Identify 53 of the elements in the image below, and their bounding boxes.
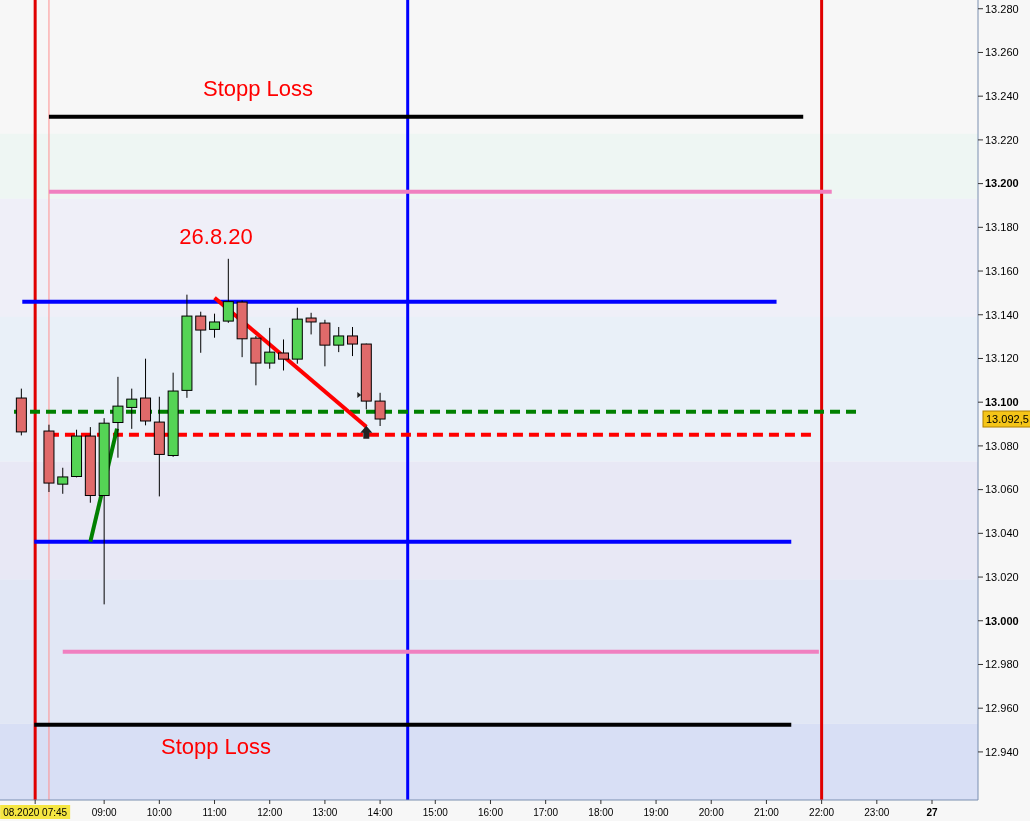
candlestick [126, 388, 138, 430]
y-tick-label: 13.040 [985, 527, 1019, 540]
x-tick-label: 20:00 [698, 807, 725, 818]
y-tick-label: 13.200 [985, 177, 1019, 190]
candlestick [333, 326, 345, 353]
x-tick-label: 27 [926, 807, 939, 818]
x-tick-label: 16:00 [477, 807, 504, 818]
x-tick-label: 11:00 [202, 807, 228, 818]
y-tick-label: 13.120 [985, 352, 1019, 365]
y-tick-label: 13.060 [985, 483, 1019, 496]
y-tick-label: 13.020 [985, 570, 1019, 583]
x-tick-label: 09:00 [91, 807, 118, 818]
candlestick [264, 327, 276, 370]
annotation: 26.8.20 [179, 223, 253, 249]
y-tick-label: 12.940 [985, 745, 1019, 758]
candlestick [195, 311, 207, 354]
y-tick-label: 13.220 [985, 133, 1019, 146]
x-tick-label: 19:00 [643, 807, 669, 818]
y-tick-label: 13.100 [985, 396, 1019, 409]
candlestick [278, 338, 290, 371]
candlestick [305, 312, 317, 335]
x-tick-label: 08.2020 07:45 [3, 807, 68, 818]
y-tick-label: 13.140 [985, 308, 1019, 321]
x-tick-label: 22:00 [809, 807, 835, 818]
y-tick-label: 13.260 [985, 46, 1019, 59]
candlestick [222, 258, 234, 324]
y-tick-label: 13.000 [985, 614, 1019, 627]
candlestick [374, 392, 386, 427]
y-tick-label: 13.160 [985, 264, 1019, 277]
x-tick-label: 23:00 [864, 807, 890, 818]
candlestick [209, 313, 221, 339]
y-tick-label: 12.960 [985, 702, 1019, 715]
y-tick-label: 13.240 [985, 90, 1019, 103]
text: 13.092,5 [986, 412, 1029, 425]
annotation: Stopp Loss [160, 733, 272, 759]
y-tick-label: 13.080 [985, 439, 1019, 452]
x-tick-label: 18:00 [588, 807, 614, 818]
candlestick [112, 376, 124, 459]
x-tick-label: 17:00 [533, 807, 559, 818]
annotation: Stopp Loss [202, 75, 314, 101]
y-tick-label: 13.280 [985, 2, 1019, 15]
candlestick [57, 467, 69, 495]
x-tick-label: 21:00 [753, 807, 780, 818]
candlestick [319, 319, 331, 367]
x-tick-label: 14:00 [367, 807, 394, 818]
x-tick-label: 13:00 [312, 807, 338, 818]
x-tick-label: 12:00 [257, 807, 283, 818]
candlestick [140, 358, 152, 426]
y-tick-label: 13.180 [985, 221, 1019, 234]
y-tick-label: 12.980 [985, 658, 1019, 671]
candlestick [347, 326, 358, 357]
x-tick-label: 15:00 [422, 807, 449, 818]
x-tick-label: 10:00 [146, 807, 173, 818]
